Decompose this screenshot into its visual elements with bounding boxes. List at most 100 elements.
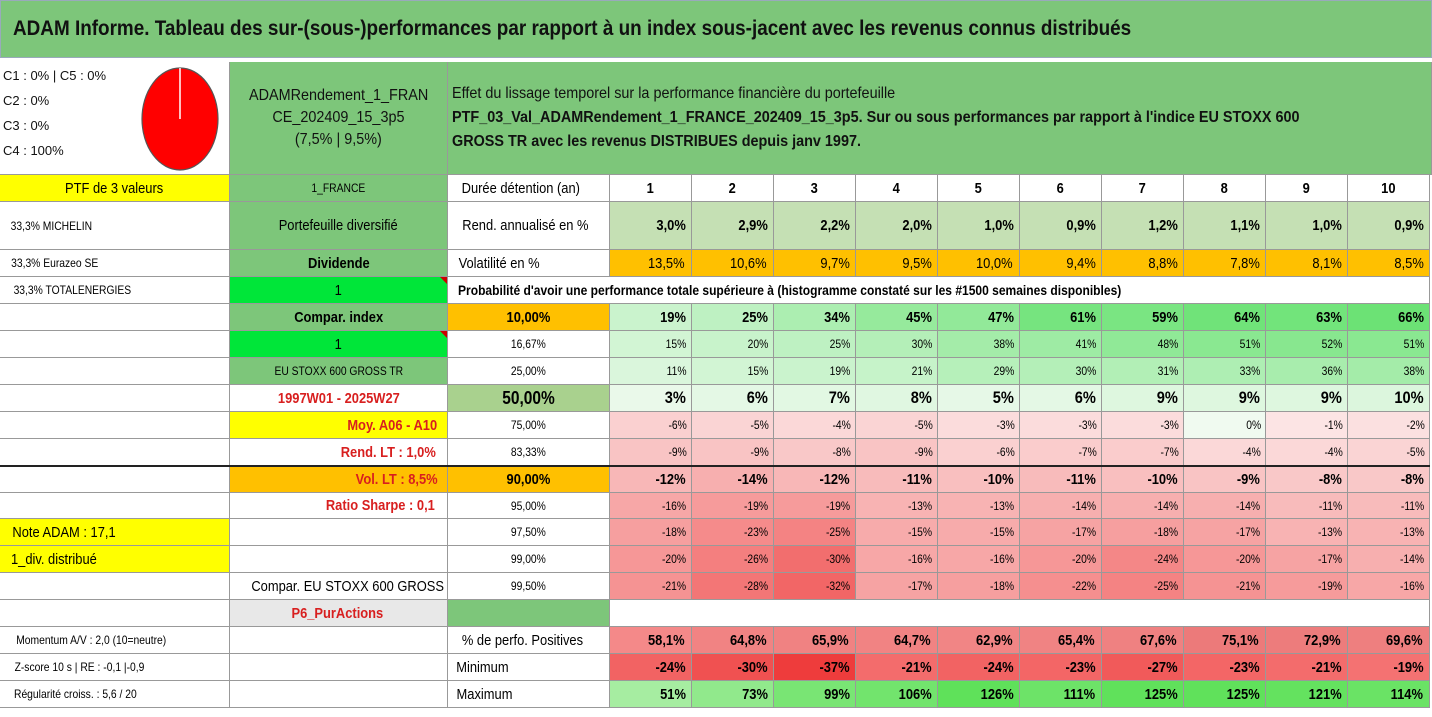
probability-value-text: 51% bbox=[1403, 337, 1425, 351]
row-label-years-text: Durée détention (an) bbox=[461, 179, 580, 197]
mid-cell-text: 1_FRANCE bbox=[311, 181, 366, 195]
probability-value: 9% bbox=[1266, 385, 1348, 412]
vol-value-text: 13,5% bbox=[648, 254, 686, 272]
left-cell-text: PTF de 3 valeurs bbox=[65, 179, 164, 197]
stats-value: 126% bbox=[938, 681, 1020, 708]
probability-value-text: 9% bbox=[1321, 388, 1343, 407]
probability-threshold: 50,00% bbox=[448, 385, 610, 412]
probability-threshold: 25,00% bbox=[448, 358, 610, 385]
mid-cell-text: P6_PurActions bbox=[291, 604, 383, 622]
stats-value: 99% bbox=[774, 681, 856, 708]
left-cell-text: 33,3% Eurazeo SE bbox=[11, 256, 99, 270]
pie-legend-block: C1 : 0% | C5 : 0% C2 : 0% C3 : 0% C4 : 100% bbox=[0, 62, 230, 175]
probability-value: 36% bbox=[1266, 358, 1348, 385]
probability-value: -22% bbox=[1020, 573, 1102, 600]
description-line1: Effet du lissage temporel sur la perform… bbox=[452, 85, 896, 102]
stats-label: Maximum bbox=[448, 681, 610, 708]
probability-value-text: -17% bbox=[1071, 525, 1097, 539]
left-cell: Régularité croiss. : 5,6 / 20 bbox=[0, 681, 230, 708]
probability-value-text: -20% bbox=[661, 552, 687, 566]
probability-value: 7% bbox=[774, 385, 856, 412]
rend-value-text: 2,2% bbox=[820, 217, 850, 234]
probability-value: 15% bbox=[610, 331, 692, 358]
probability-value: -30% bbox=[774, 546, 856, 573]
probability-value: -18% bbox=[610, 519, 692, 546]
probability-value: -11% bbox=[1348, 493, 1430, 519]
probability-value-text: 33% bbox=[1239, 364, 1261, 378]
stats-value-text: -23% bbox=[1065, 658, 1096, 676]
year-header: 2 bbox=[692, 175, 774, 202]
probability-value: -18% bbox=[1102, 519, 1184, 546]
probability-value: 25% bbox=[692, 304, 774, 331]
vol-value: 8,1% bbox=[1266, 250, 1348, 277]
probability-threshold-text: 75,00% bbox=[510, 418, 546, 432]
probability-value: -9% bbox=[856, 439, 938, 466]
probability-value-text: 61% bbox=[1070, 308, 1096, 326]
stats-value: -21% bbox=[1266, 654, 1348, 681]
stats-value: -21% bbox=[856, 654, 938, 681]
probability-value: -32% bbox=[774, 573, 856, 600]
probability-value-text: -1% bbox=[1324, 418, 1343, 432]
probability-value-text: 21% bbox=[911, 364, 933, 378]
year-header-text: 8 bbox=[1220, 179, 1229, 197]
stats-value-text: 64,8% bbox=[730, 631, 768, 649]
probability-value: -10% bbox=[938, 466, 1020, 493]
probability-value: -9% bbox=[692, 439, 774, 466]
section-divider bbox=[0, 465, 1430, 467]
probability-value: -2% bbox=[1348, 412, 1430, 439]
probability-value-text: -3% bbox=[1078, 418, 1097, 432]
vol-value-text: 9,7% bbox=[820, 254, 850, 272]
mid-cell: P6_PurActions bbox=[230, 600, 448, 627]
probability-value: -25% bbox=[1102, 573, 1184, 600]
stats-value: -37% bbox=[774, 654, 856, 681]
probability-value: 38% bbox=[938, 331, 1020, 358]
stats-value: 64,8% bbox=[692, 627, 774, 654]
probability-value-text: 38% bbox=[993, 337, 1015, 351]
probability-value: 45% bbox=[856, 304, 938, 331]
probability-header-text: Probabilité d'avoir une performance tota… bbox=[458, 282, 1122, 298]
probability-value: -8% bbox=[1348, 466, 1430, 493]
probability-value: -11% bbox=[856, 466, 938, 493]
probability-value-text: -19% bbox=[1317, 579, 1343, 593]
vol-value-text: 7,8% bbox=[1230, 254, 1260, 272]
rend-value-text: 0,9% bbox=[1066, 217, 1096, 234]
probability-value-text: -9% bbox=[750, 445, 769, 459]
stats-value: 72,9% bbox=[1266, 627, 1348, 654]
probability-value-text: -19% bbox=[743, 498, 769, 513]
probability-value: 19% bbox=[610, 304, 692, 331]
rend-value: 1,2% bbox=[1102, 202, 1184, 250]
probability-value: -16% bbox=[610, 493, 692, 519]
probability-value-text: 34% bbox=[824, 308, 850, 326]
vol-value-text: 10,6% bbox=[730, 254, 768, 272]
stats-value: 75,1% bbox=[1184, 627, 1266, 654]
probability-value-text: -17% bbox=[1317, 552, 1343, 566]
probability-value-text: 3% bbox=[665, 388, 687, 407]
probability-value-text: -14% bbox=[1399, 552, 1425, 566]
probability-value-text: -9% bbox=[668, 445, 687, 459]
year-header-text: 3 bbox=[810, 179, 819, 197]
rend-value: 0,9% bbox=[1020, 202, 1102, 250]
probability-threshold: 83,33% bbox=[448, 439, 610, 466]
probability-value-text: -32% bbox=[825, 579, 851, 593]
mid-cell-text: 1 bbox=[334, 335, 343, 353]
probability-value: -17% bbox=[1020, 519, 1102, 546]
mid-cell: 1_FRANCE bbox=[230, 175, 448, 202]
rend-value-text: 2,9% bbox=[738, 217, 768, 234]
mid-cell: Compar. EU STOXX 600 GROSS TR bbox=[230, 573, 448, 600]
probability-value: 19% bbox=[774, 358, 856, 385]
stats-value: -24% bbox=[938, 654, 1020, 681]
probability-value-text: 19% bbox=[660, 308, 686, 326]
probability-value: -15% bbox=[938, 519, 1020, 546]
vol-value: 13,5% bbox=[610, 250, 692, 277]
stats-value: 73% bbox=[692, 681, 774, 708]
stats-value: 111% bbox=[1020, 681, 1102, 708]
probability-value: 61% bbox=[1020, 304, 1102, 331]
probability-value-text: -16% bbox=[1399, 579, 1425, 593]
mid-cell: Dividende bbox=[230, 250, 448, 277]
stats-value-text: 75,1% bbox=[1222, 631, 1260, 649]
stats-value-text: 62,9% bbox=[976, 631, 1014, 649]
probability-value-text: -18% bbox=[1153, 525, 1179, 539]
rend-value-text: 3,0% bbox=[656, 217, 686, 234]
vol-value: 9,5% bbox=[856, 250, 938, 277]
probability-value: -3% bbox=[1102, 412, 1184, 439]
